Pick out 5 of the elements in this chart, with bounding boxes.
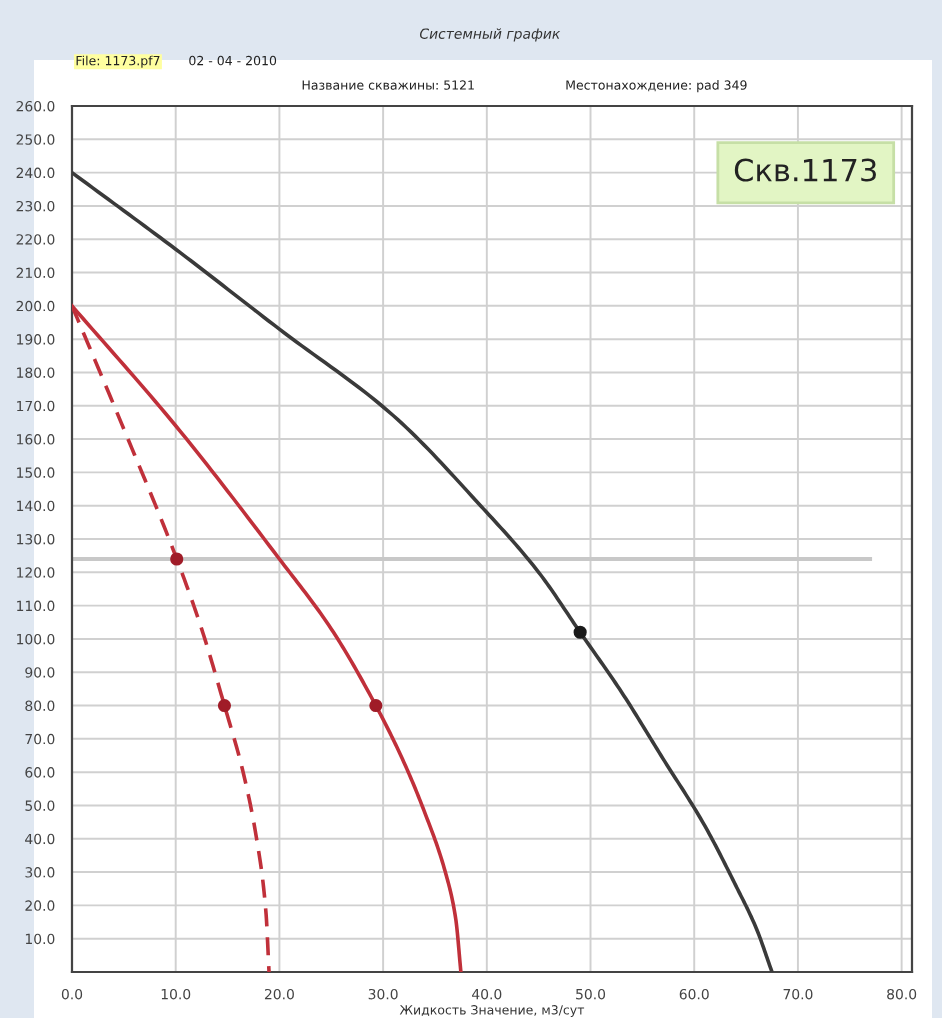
point: [217, 698, 232, 713]
point: [573, 625, 587, 639]
point: [369, 698, 383, 713]
point: [170, 552, 184, 566]
annotation: Скв.1173: [734, 158, 876, 182]
